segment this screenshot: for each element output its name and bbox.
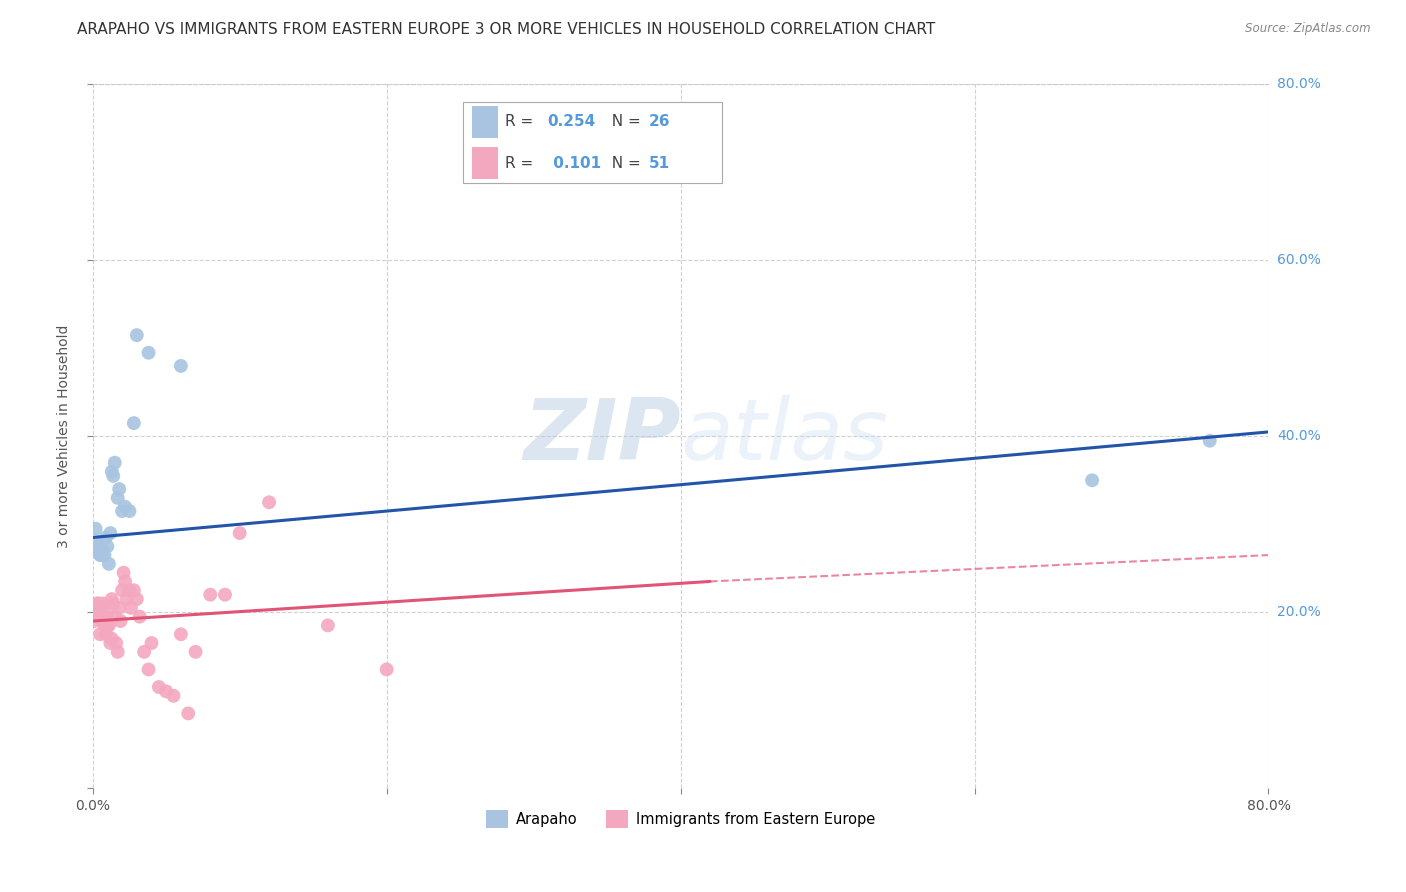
Text: 0.101: 0.101 <box>548 156 600 170</box>
Point <box>257 495 280 509</box>
Point <box>184 645 207 659</box>
Point <box>91 614 114 628</box>
Text: atlas: atlas <box>681 395 889 478</box>
Point <box>1081 473 1104 487</box>
Text: N =: N = <box>602 156 645 170</box>
Point <box>170 627 193 641</box>
Point <box>108 600 131 615</box>
Point <box>118 583 141 598</box>
Point <box>110 614 132 628</box>
Point <box>120 600 142 615</box>
Text: 60.0%: 60.0% <box>1277 253 1320 268</box>
Point <box>86 543 108 558</box>
Legend: Arapaho, Immigrants from Eastern Europe: Arapaho, Immigrants from Eastern Europe <box>481 805 880 834</box>
Text: 26: 26 <box>648 114 671 129</box>
Point <box>214 588 236 602</box>
Point <box>103 469 125 483</box>
Point <box>114 574 136 589</box>
Point <box>89 627 111 641</box>
Point <box>114 500 136 514</box>
Point <box>93 548 115 562</box>
Point <box>90 548 112 562</box>
Bar <box>472 147 498 179</box>
Text: 80.0%: 80.0% <box>1277 78 1320 92</box>
Point <box>115 592 138 607</box>
Point <box>94 627 117 641</box>
Point <box>138 345 160 359</box>
Text: R =: R = <box>505 156 538 170</box>
Text: ARAPAHO VS IMMIGRANTS FROM EASTERN EUROPE 3 OR MORE VEHICLES IN HOUSEHOLD CORREL: ARAPAHO VS IMMIGRANTS FROM EASTERN EUROP… <box>77 22 935 37</box>
Text: 20.0%: 20.0% <box>1277 606 1320 619</box>
Point <box>84 522 107 536</box>
Point <box>128 609 150 624</box>
Text: 51: 51 <box>648 156 671 170</box>
Point <box>104 609 127 624</box>
Point <box>104 456 127 470</box>
Point <box>94 531 117 545</box>
Point <box>87 597 110 611</box>
Point <box>89 605 111 619</box>
Point <box>96 539 118 553</box>
Point <box>90 600 112 615</box>
Point <box>118 504 141 518</box>
Point <box>155 684 177 698</box>
Text: 0.254: 0.254 <box>548 114 596 129</box>
Point <box>98 636 121 650</box>
Point <box>83 614 105 628</box>
Y-axis label: 3 or more Vehicles in Household: 3 or more Vehicles in Household <box>58 325 72 548</box>
Point <box>177 706 200 721</box>
Point <box>91 597 114 611</box>
Point <box>200 588 222 602</box>
Point <box>96 618 118 632</box>
Point <box>1198 434 1220 448</box>
Text: R =: R = <box>505 114 538 129</box>
Point <box>134 645 156 659</box>
Point <box>316 618 339 632</box>
FancyBboxPatch shape <box>463 102 721 183</box>
Point <box>90 609 112 624</box>
Point <box>112 566 135 580</box>
Point <box>148 680 170 694</box>
Point <box>87 539 110 553</box>
Point <box>122 583 145 598</box>
Point <box>105 636 128 650</box>
Text: 40.0%: 40.0% <box>1277 429 1320 443</box>
Point <box>125 328 148 343</box>
Point <box>375 662 398 676</box>
Point <box>86 597 108 611</box>
Point <box>107 491 129 505</box>
Point <box>96 605 118 619</box>
Text: Source: ZipAtlas.com: Source: ZipAtlas.com <box>1246 22 1371 36</box>
Text: N =: N = <box>602 114 645 129</box>
Point <box>108 482 131 496</box>
Point <box>98 526 121 541</box>
Point <box>228 526 250 541</box>
Point <box>97 618 120 632</box>
Point <box>91 543 114 558</box>
Point <box>107 645 129 659</box>
Point <box>111 583 134 598</box>
Point <box>87 609 110 624</box>
Point <box>101 592 124 607</box>
Text: ZIP: ZIP <box>523 395 681 478</box>
Point <box>162 689 184 703</box>
Point <box>93 609 115 624</box>
Point <box>93 618 115 632</box>
Point <box>84 600 107 615</box>
Point <box>170 359 193 373</box>
Point <box>103 597 125 611</box>
Point <box>89 548 111 562</box>
Point <box>138 662 160 676</box>
Point <box>141 636 163 650</box>
Point <box>97 557 120 571</box>
Bar <box>472 106 498 137</box>
Point <box>101 632 124 646</box>
Point <box>89 534 111 549</box>
Point <box>101 465 124 479</box>
Point <box>94 609 117 624</box>
Point <box>122 416 145 430</box>
Point <box>125 592 148 607</box>
Point <box>111 504 134 518</box>
